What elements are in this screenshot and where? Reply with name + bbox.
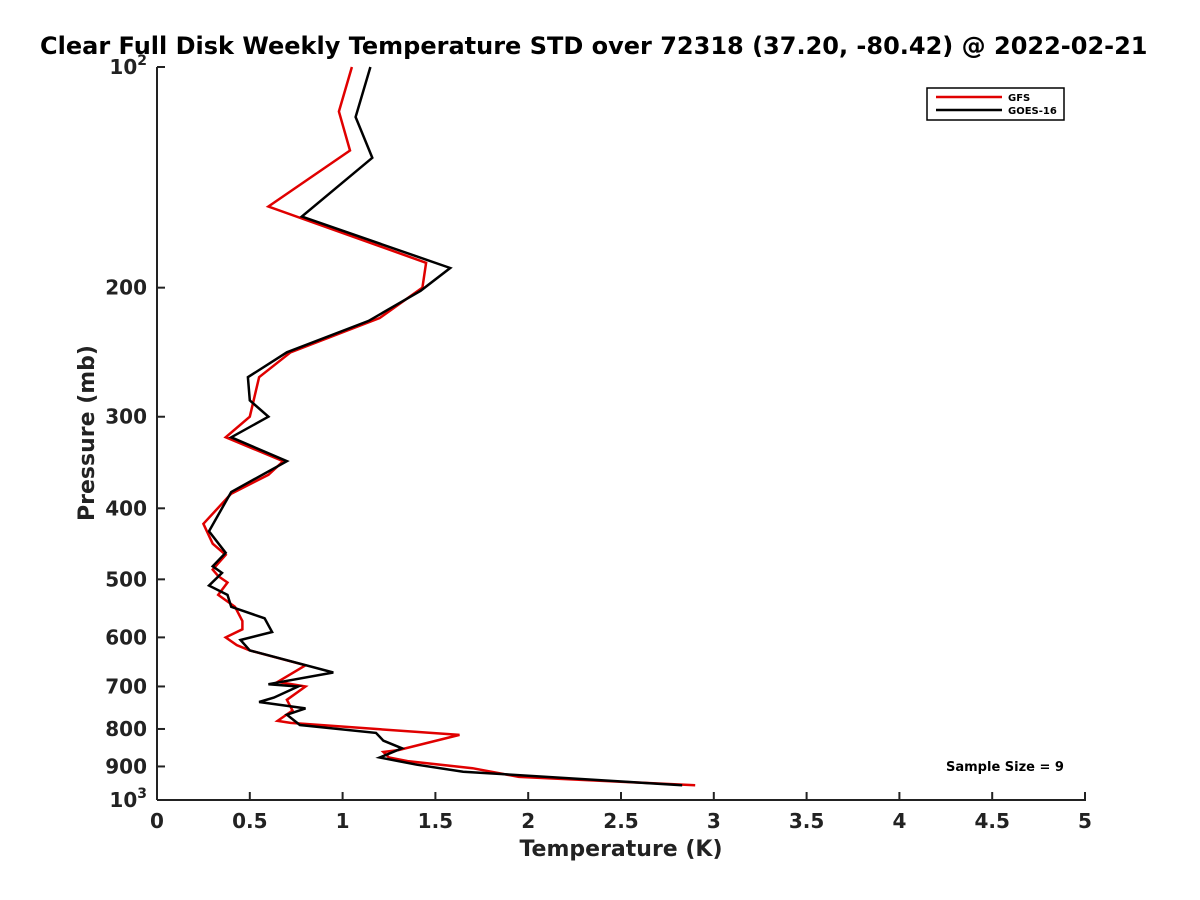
x-tick-label: 2 <box>521 809 535 833</box>
y-tick-label: 400 <box>105 496 147 520</box>
series-lines <box>201 66 696 787</box>
x-ticks: 0 0.5 1 1.5 2 2.5 3 3.5 4 4.5 5 <box>150 792 1092 833</box>
x-tick-label: 4 <box>892 809 906 833</box>
y-tick-label: 200 <box>105 276 147 300</box>
y-axis-label: Pressure (mb) <box>75 345 100 521</box>
y-ticks: 102 200 300 400 500 600 700 800 900 103 <box>105 53 165 812</box>
legend-label-goes-16: GOES-16 <box>1008 106 1057 117</box>
x-tick-label: 3.5 <box>789 809 824 833</box>
legend: GFS GOES-16 <box>926 87 1065 121</box>
sample-size-annotation: Sample Size = 9 <box>946 760 1064 775</box>
x-tick-label: 1 <box>336 809 350 833</box>
y-tick-label: 800 <box>105 717 147 741</box>
x-axis-label: Temperature (K) <box>519 837 722 862</box>
y-tick-label: 500 <box>105 567 147 591</box>
series-line-goes-16 <box>206 66 683 787</box>
x-tick-label: 3 <box>707 809 721 833</box>
x-tick-label: 1.5 <box>418 809 453 833</box>
chart-title: Clear Full Disk Weekly Temperature STD o… <box>40 32 1148 60</box>
x-tick-label: 4.5 <box>974 809 1009 833</box>
x-tick-label: 0 <box>150 809 164 833</box>
y-tick-label: 600 <box>105 625 147 649</box>
y-tick-label: 300 <box>105 405 147 429</box>
legend-box <box>926 87 1065 121</box>
x-tick-label: 0.5 <box>232 809 267 833</box>
y-tick-label: 900 <box>105 754 147 778</box>
legend-label-gfs: GFS <box>1008 93 1030 104</box>
x-tick-label: 2.5 <box>603 809 638 833</box>
series-line-gfs <box>201 66 696 787</box>
y-tick-label: 700 <box>105 674 147 698</box>
y-tick-label: 103 <box>109 786 147 812</box>
y-tick-label: 102 <box>109 53 147 79</box>
x-tick-label: 5 <box>1078 809 1092 833</box>
